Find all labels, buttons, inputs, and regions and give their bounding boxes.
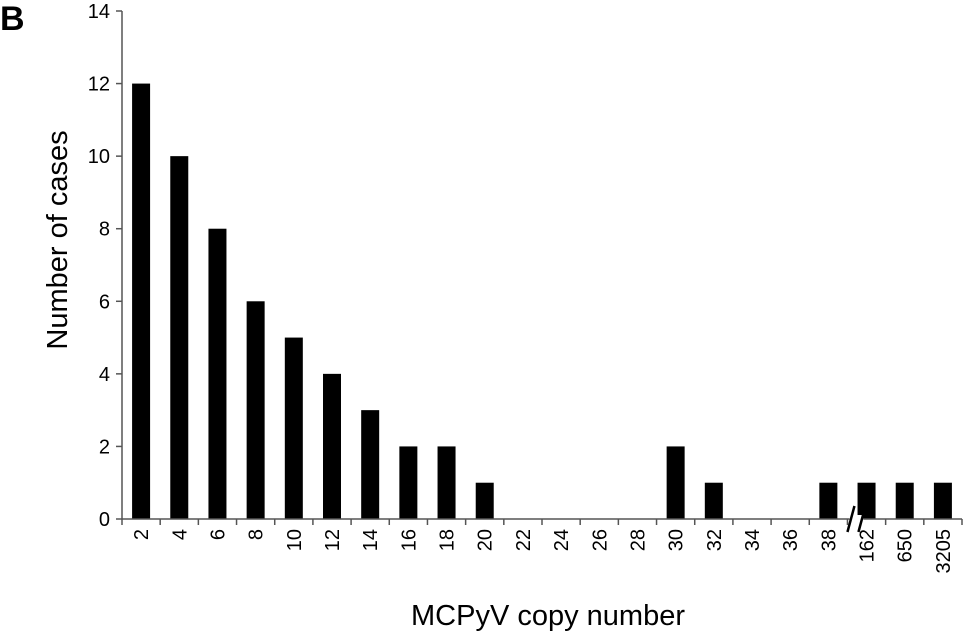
axis-break-mark [846,505,867,533]
y-tick-label: 10 [88,146,110,168]
x-tick-label: 18 [437,529,459,551]
y-tick-label: 0 [99,509,110,531]
bar-650 [895,482,914,519]
y-tick-label: 14 [88,1,110,23]
bar-162 [857,482,876,519]
bar-16 [399,446,418,519]
bar-10 [284,337,303,519]
x-tick-label: 6 [207,529,229,540]
bar-30 [666,446,685,519]
y-tick-label: 6 [99,291,110,313]
bar-18 [437,446,456,519]
x-tick-label: 650 [895,529,917,562]
x-tick-label: 30 [666,529,688,551]
x-axis-title: MCPyV copy number [411,600,685,632]
bar-14 [361,410,380,519]
x-tick-label: 28 [627,529,649,551]
x-tick-label: 8 [246,529,268,540]
x-tick-label: 26 [589,529,611,551]
y-tick-label: 12 [88,74,110,96]
x-tick-label: 14 [360,529,382,551]
x-tick-label: 34 [742,529,764,551]
bar-8 [246,301,265,519]
axis-break-slash [857,505,867,533]
axis-break-gap [849,515,864,523]
x-tick-label: 24 [551,529,573,551]
x-tick-label: 36 [780,529,802,551]
bar-12 [323,373,341,519]
x-tick-label: 12 [322,529,344,551]
x-tick-label: 2 [131,529,153,540]
x-tick-label: 4 [169,529,191,540]
x-tick-label: 20 [475,529,497,551]
x-tick-label: 38 [818,529,840,551]
bars [132,83,952,520]
bar-6 [208,228,227,519]
bar-2 [132,83,151,520]
y-axis-ticks: 0 2 4 6 8 10 12 14 [88,1,122,531]
x-tick-label: 22 [513,529,535,551]
bar-20 [475,482,494,519]
axis-break-slash [846,505,856,533]
bar-32 [704,482,723,519]
y-tick-label: 4 [99,364,110,386]
x-axis-ticks: 2 4 6 8 10 12 14 16 18 20 22 24 26 28 30 32 34 36 38 162 650… [121,519,963,574]
x-tick-label: 32 [704,529,726,551]
bar-4 [170,156,189,519]
x-tick-label: 162 [857,529,879,562]
panel-label: B [0,0,25,38]
bar-38 [819,482,838,519]
x-tick-label: 10 [284,529,306,551]
y-axis-title: Number of cases [42,130,74,349]
y-tick-label: 8 [99,219,110,241]
y-tick-label: 2 [99,436,110,458]
bar-3205 [933,482,952,519]
x-tick-label: 3205 [933,529,955,574]
x-tick-label: 16 [398,529,420,551]
